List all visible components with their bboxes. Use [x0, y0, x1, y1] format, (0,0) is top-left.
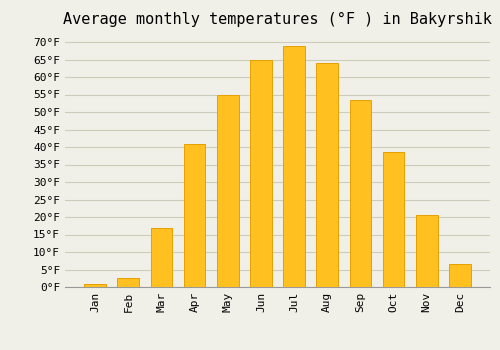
Title: Average monthly temperatures (°F ) in Bakyrshik: Average monthly temperatures (°F ) in Ba…: [63, 12, 492, 27]
Bar: [217, 94, 238, 287]
Bar: [118, 278, 139, 287]
Bar: [350, 100, 371, 287]
Bar: [250, 60, 272, 287]
Bar: [416, 215, 438, 287]
Bar: [449, 264, 470, 287]
Bar: [84, 284, 106, 287]
Bar: [316, 63, 338, 287]
Bar: [383, 152, 404, 287]
Bar: [184, 144, 206, 287]
Bar: [150, 228, 172, 287]
Bar: [284, 46, 305, 287]
